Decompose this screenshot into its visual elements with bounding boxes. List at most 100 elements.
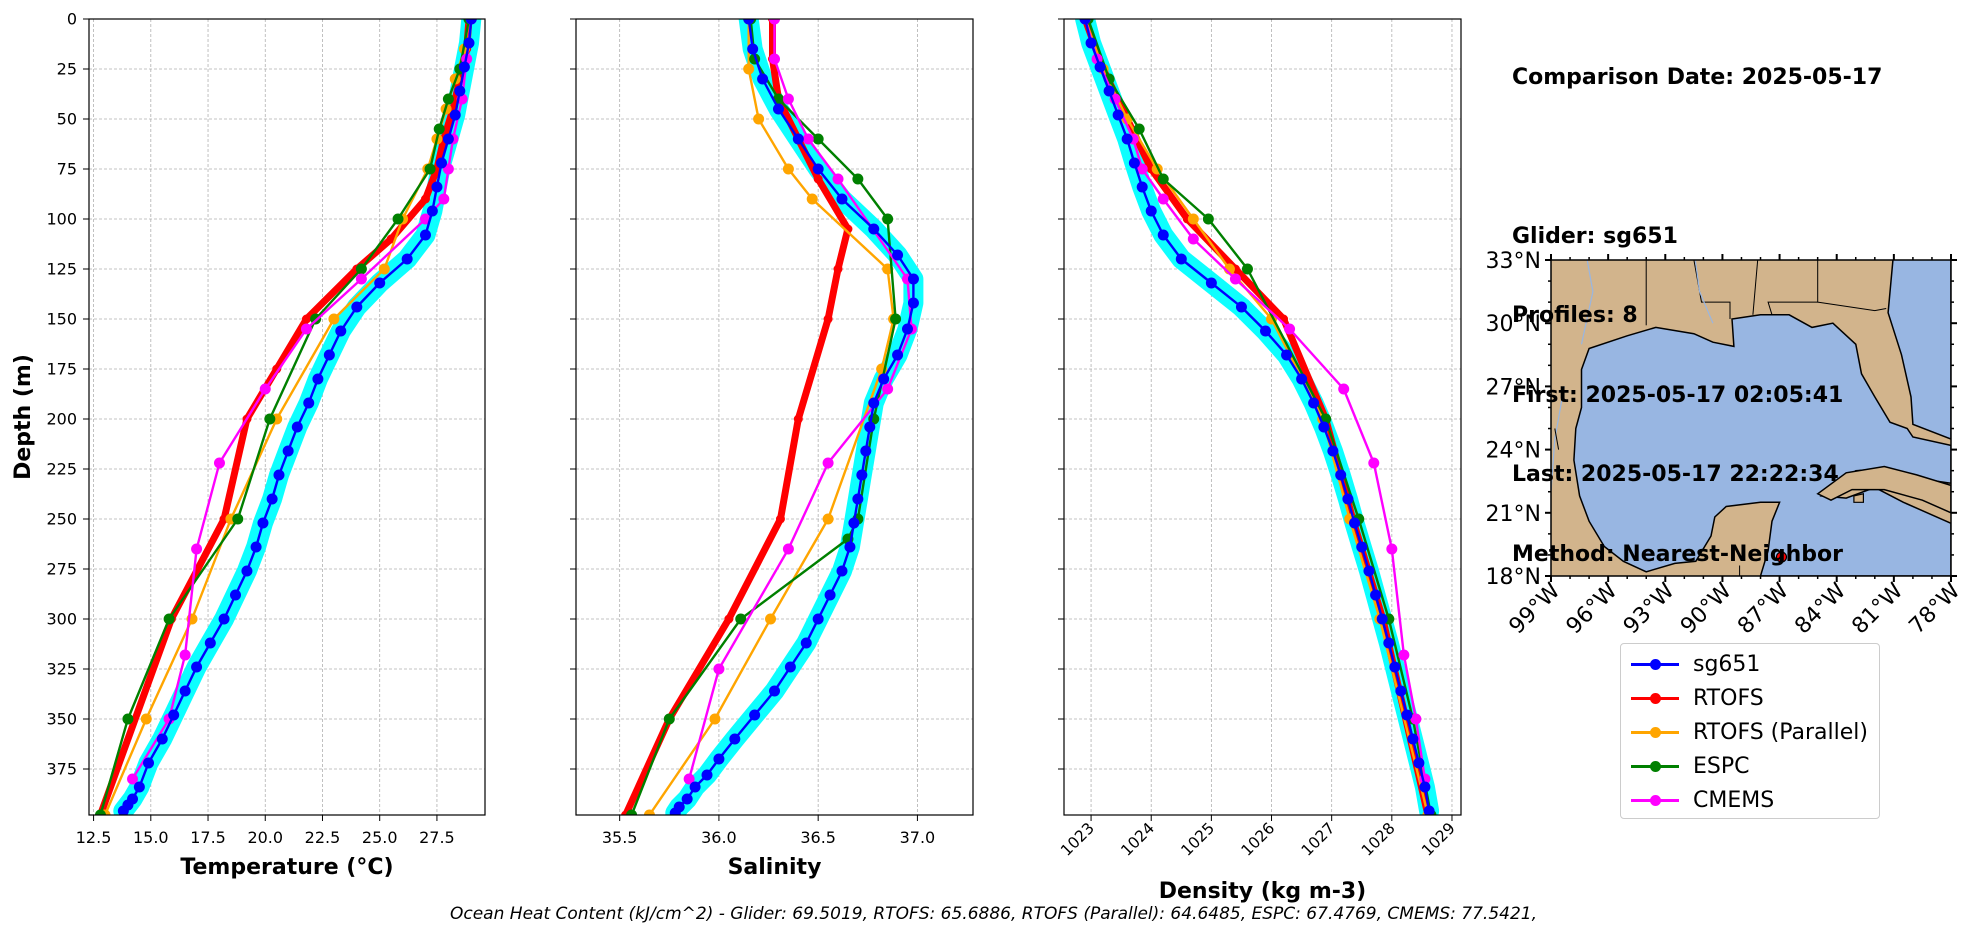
comparison-date: Comparison Date: 2025-05-17 <box>1512 65 1883 90</box>
data-point <box>663 713 675 725</box>
data-point <box>433 123 445 135</box>
data-point <box>1338 383 1350 395</box>
data-point <box>163 613 175 625</box>
data-point <box>1342 493 1354 505</box>
data-point <box>1260 325 1272 337</box>
data-point <box>812 163 824 175</box>
axes-frame <box>1063 18 1462 816</box>
profile-count: Profiles: 8 <box>1512 303 1638 328</box>
state-border <box>1767 260 1819 315</box>
data-point <box>179 685 191 697</box>
data-point <box>812 133 824 145</box>
data-point <box>878 373 890 385</box>
series-sg651 <box>1079 19 1435 815</box>
data-point <box>1368 457 1380 469</box>
x-tick-label: 35.5 <box>602 828 638 847</box>
data-point <box>1187 213 1199 225</box>
x-tick-label: 1028 <box>1358 819 1399 860</box>
x-axis-label: Temperature (°C) <box>180 855 393 880</box>
data-point <box>907 273 919 285</box>
legend-label: sg651 <box>1693 652 1761 677</box>
data-point <box>213 457 225 469</box>
legend-label: CMEMS <box>1693 788 1775 813</box>
data-point <box>1363 565 1375 577</box>
data-point <box>156 733 168 745</box>
panel-0: 12.5 15.0 17.5 20.0 22.5 25.0 27.5 0 25 50 75 100 12… <box>11 10 486 880</box>
data-point <box>792 133 804 145</box>
data-point <box>749 709 761 721</box>
x-tick-label: 1029 <box>1418 819 1459 860</box>
data-point <box>769 53 780 65</box>
data-point <box>312 373 324 385</box>
x-tick-label: 1023 <box>1057 819 1098 860</box>
data-point <box>848 517 860 529</box>
data-point <box>1407 733 1419 745</box>
lat-tick-label: 27°N <box>1486 375 1541 400</box>
lon-tick-label: 78°W <box>1905 578 1966 639</box>
legend-item-cmems: CMEMS <box>1631 785 1876 815</box>
data-point <box>709 713 721 725</box>
data-point <box>458 61 470 73</box>
river <box>1580 260 1594 345</box>
data-point <box>291 421 303 433</box>
data-point <box>713 663 725 675</box>
data-point <box>273 469 285 481</box>
data-point <box>303 397 315 409</box>
data-point <box>860 445 872 457</box>
data-point <box>743 19 755 25</box>
glider-location-marker <box>1775 551 1788 563</box>
data-point <box>1103 85 1115 97</box>
data-point <box>126 773 138 785</box>
ohc-footer: Ocean Heat Content (kJ/cm^2) - Glider: 6… <box>450 904 1537 924</box>
info-panel: Comparison Date: 2025-05-17 Glider: sg65… <box>1512 12 1882 621</box>
y-tick-label: 0 <box>67 10 77 29</box>
data-point <box>272 364 282 374</box>
x-tick-label: 1025 <box>1178 819 1219 860</box>
data-point <box>856 469 868 481</box>
data-point <box>833 264 843 274</box>
x-axis-label: Density (kg m-3) <box>1159 879 1367 904</box>
data-point <box>1235 301 1247 313</box>
data-point <box>351 301 363 313</box>
data-point <box>782 543 794 555</box>
data-point <box>1145 205 1157 217</box>
data-point <box>1349 517 1361 529</box>
series-sg651 <box>117 19 477 815</box>
data-point <box>1370 589 1382 601</box>
data-point <box>204 637 216 649</box>
data-point <box>463 37 475 49</box>
coast-detail <box>1554 428 1560 450</box>
data-point <box>823 314 833 324</box>
data-point <box>713 753 725 765</box>
data-point <box>890 313 902 325</box>
data-point <box>793 414 803 424</box>
data-point <box>1376 613 1388 625</box>
data-point <box>355 273 367 285</box>
data-point <box>1335 469 1347 481</box>
data-point <box>681 793 693 805</box>
data-point <box>643 809 655 815</box>
data-point <box>257 517 269 529</box>
data-point <box>259 383 271 395</box>
glider-name: Glider: sg651 <box>1512 223 1678 249</box>
data-point <box>378 263 390 275</box>
data-point <box>323 349 335 361</box>
border <box>1551 386 1565 492</box>
panel-1: 35.5 36.0 36.5 37.0 Salinity <box>570 18 974 880</box>
series-line <box>648 19 895 815</box>
data-point <box>419 229 431 241</box>
data-point <box>1281 349 1293 361</box>
x-tick-label: 36.5 <box>800 828 836 847</box>
legend-item-espc: ESPC <box>1631 751 1876 781</box>
x-tick-label: 20.0 <box>247 828 283 847</box>
data-point <box>229 589 241 601</box>
data-point <box>772 103 784 115</box>
data-point <box>442 93 454 105</box>
data-point <box>784 661 796 673</box>
legend-item-rtofs-parallel: RTOFS (Parallel) <box>1631 717 1876 747</box>
x-axis-label: Salinity <box>728 855 822 880</box>
interp-method: Method: Nearest-Neighbor <box>1512 541 1843 567</box>
data-point <box>282 445 294 457</box>
data-point <box>852 173 864 185</box>
data-point <box>901 323 913 335</box>
